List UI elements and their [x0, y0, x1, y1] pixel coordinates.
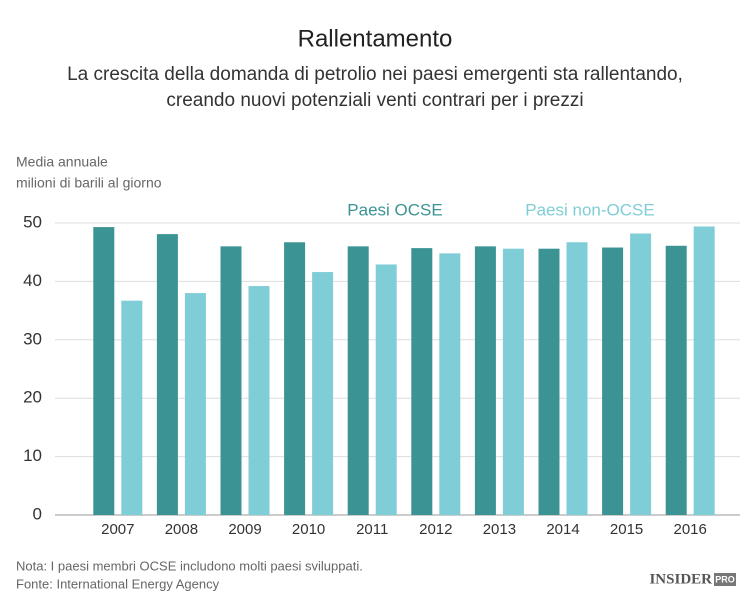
y-tick-label: 0 — [33, 504, 42, 523]
x-tick-label: 2008 — [165, 521, 198, 538]
logo-badge-text: PRO — [715, 574, 735, 584]
x-tick-label: 2013 — [483, 521, 516, 538]
bar — [566, 242, 588, 515]
y-tick-label: 20 — [23, 388, 42, 407]
legend-label: Paesi OCSE — [347, 200, 442, 219]
bar — [121, 300, 143, 515]
legend-label: Paesi non-OCSE — [525, 200, 654, 219]
y-tick-label: 30 — [23, 329, 42, 348]
bar — [93, 227, 115, 515]
logo: INSIDER — [649, 571, 712, 587]
bar — [693, 226, 715, 515]
bar — [347, 246, 369, 516]
x-tick-label: 2014 — [546, 521, 579, 538]
x-tick-label: 2007 — [101, 521, 134, 538]
y-axis-label: Media annuale — [16, 154, 108, 170]
bar — [502, 248, 524, 516]
subtitle: creando nuovi potenziali venti contrari … — [166, 90, 583, 111]
y-tick-label: 50 — [23, 212, 42, 231]
x-tick-label: 2009 — [228, 521, 261, 538]
bar — [220, 246, 242, 516]
bar — [411, 248, 433, 515]
subtitle: La crescita della domanda di petrolio ne… — [67, 64, 683, 85]
bar — [248, 286, 270, 515]
bar — [602, 247, 624, 515]
bar — [184, 293, 206, 515]
x-tick-label: 2012 — [419, 521, 452, 538]
y-tick-label: 10 — [23, 446, 42, 465]
bar — [375, 264, 397, 515]
bar — [665, 245, 687, 515]
y-tick-label: 40 — [23, 271, 42, 290]
logo-badge — [714, 573, 736, 586]
chart-title: Rallentamento — [298, 25, 453, 52]
bar — [284, 242, 306, 515]
x-tick-label: 2016 — [674, 521, 707, 538]
bar — [630, 233, 652, 515]
bar — [312, 272, 334, 515]
x-tick-label: 2010 — [292, 521, 325, 538]
y-axis-label: milioni di barili al giorno — [16, 175, 162, 191]
bar — [538, 248, 560, 516]
bar — [474, 246, 496, 516]
bar — [156, 234, 178, 515]
bar — [439, 253, 461, 516]
x-tick-label: 2015 — [610, 521, 643, 538]
x-tick-label: 2011 — [356, 521, 388, 538]
note: Fonte: International Energy Agency — [16, 576, 220, 591]
note: Nota: I paesi membri OCSE includono molt… — [16, 558, 363, 573]
